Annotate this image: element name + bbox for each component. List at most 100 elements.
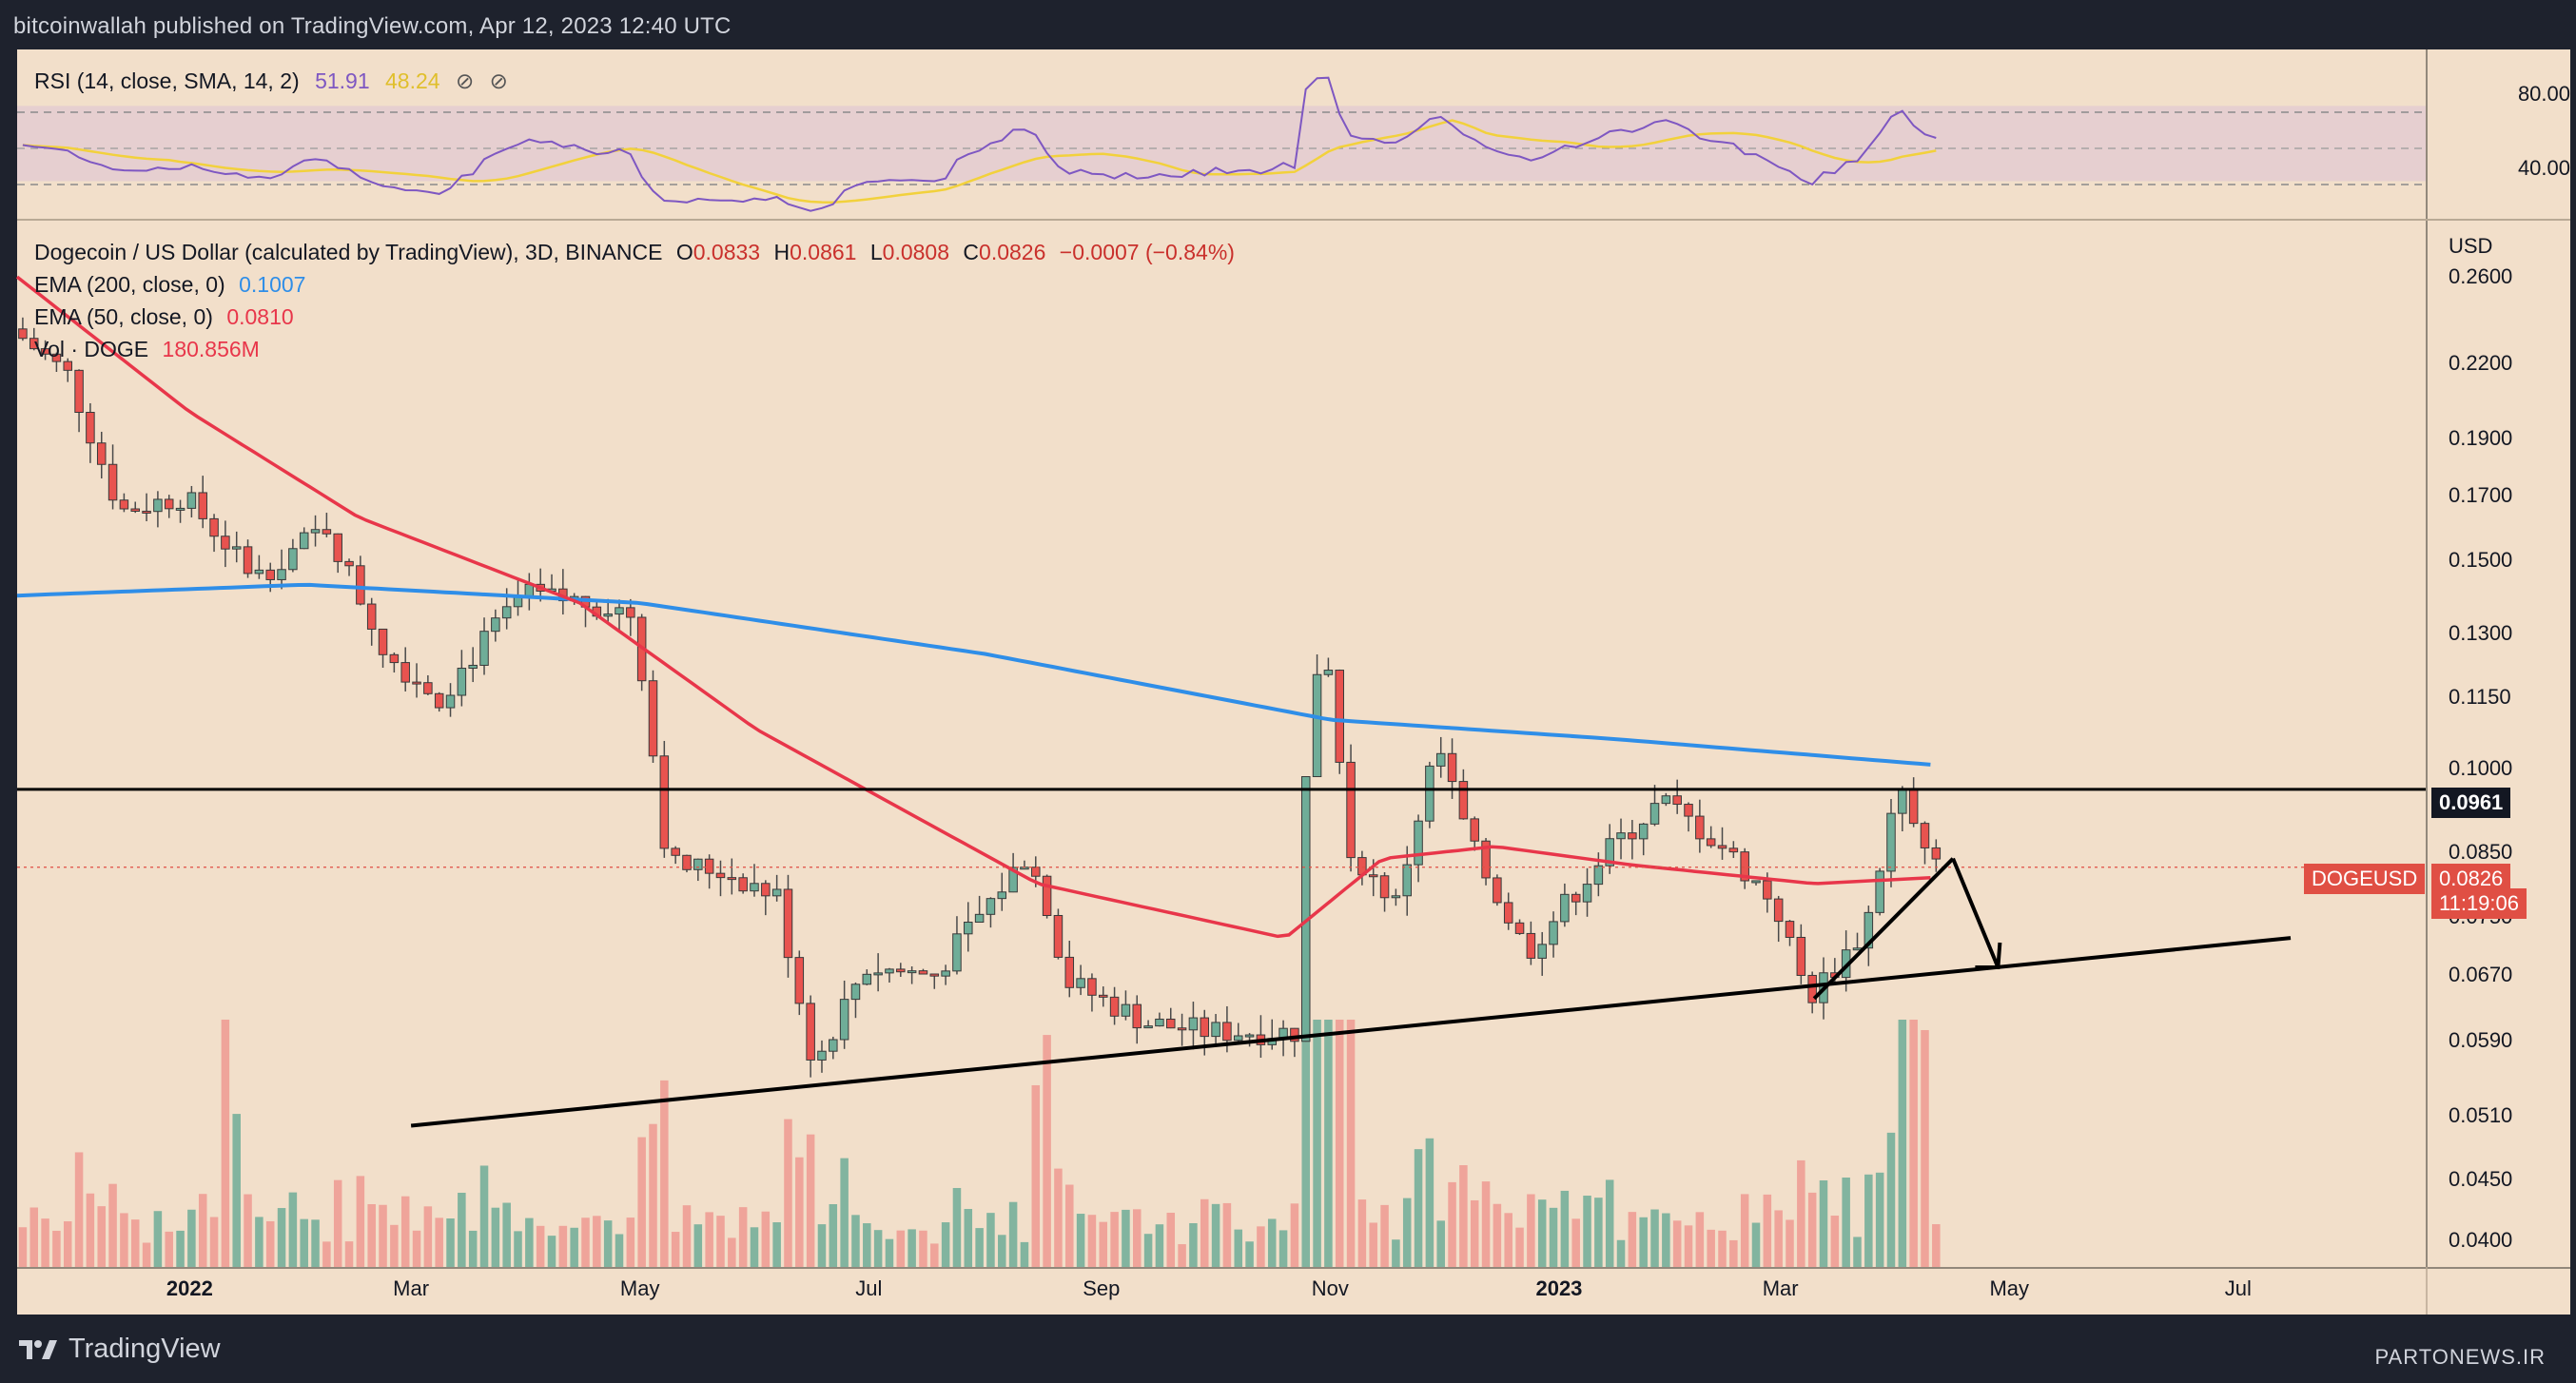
candle-body bbox=[1470, 818, 1479, 842]
volume-bar bbox=[1807, 1192, 1817, 1267]
price-axis-label: 0.1150 bbox=[2449, 684, 2511, 709]
volume-bar bbox=[1672, 1220, 1682, 1267]
candle-body bbox=[1740, 851, 1749, 882]
candle-body bbox=[1132, 1003, 1142, 1029]
volume-bar bbox=[1898, 1020, 1907, 1267]
volume-bar bbox=[502, 1202, 511, 1267]
price-axis-label: 0.1900 bbox=[2449, 425, 2513, 450]
price-axis-background bbox=[2428, 221, 2570, 1267]
candle-body bbox=[322, 529, 332, 535]
candle-body bbox=[254, 569, 264, 575]
volume-bar bbox=[975, 1228, 984, 1267]
volume-bar bbox=[1786, 1219, 1794, 1267]
candle-body bbox=[491, 617, 500, 633]
volume-bar bbox=[344, 1241, 354, 1267]
candle-body bbox=[1898, 788, 1907, 814]
volume-legend-label: Vol · DOGE bbox=[34, 337, 149, 361]
candle-body bbox=[1335, 670, 1344, 763]
volume-bar bbox=[322, 1241, 331, 1267]
candle-body bbox=[86, 412, 95, 444]
rsi-pane bbox=[17, 49, 2570, 219]
volume-bar bbox=[1842, 1178, 1850, 1267]
volume-bar bbox=[1504, 1213, 1512, 1267]
volume-bar bbox=[1166, 1212, 1176, 1267]
volume-bar bbox=[615, 1234, 624, 1267]
volume-bar bbox=[1515, 1227, 1524, 1267]
time-axis-label: 2023 bbox=[1535, 1276, 1583, 1300]
volume-bar bbox=[738, 1207, 748, 1267]
candle-body bbox=[40, 348, 50, 355]
candle-body bbox=[873, 972, 883, 976]
currency-label: USD bbox=[2449, 234, 2493, 258]
volume-bar bbox=[479, 1165, 489, 1267]
candle-body bbox=[288, 548, 298, 571]
volume-bar bbox=[1909, 1020, 1918, 1267]
candle-body bbox=[1064, 956, 1075, 988]
volume-legend: Vol · DOGE 180.856M bbox=[34, 337, 260, 362]
candle-body bbox=[817, 1050, 827, 1061]
volume-bar bbox=[1335, 1020, 1344, 1267]
volume-bar bbox=[198, 1194, 207, 1267]
volume-bar bbox=[851, 1215, 860, 1267]
volume-bar bbox=[1751, 1222, 1761, 1267]
candle-body bbox=[107, 463, 118, 501]
candle-body bbox=[862, 973, 872, 985]
candle-body bbox=[1233, 1035, 1243, 1042]
candle-body bbox=[1751, 880, 1761, 884]
volume-bar bbox=[1245, 1241, 1254, 1267]
volume-bar bbox=[142, 1242, 151, 1267]
candle-body bbox=[1379, 875, 1390, 899]
tradingview-brand[interactable]: TradingView bbox=[17, 1334, 221, 1365]
volume-bar bbox=[536, 1225, 545, 1267]
candle-body bbox=[1414, 820, 1423, 866]
time-axis-label: May bbox=[1989, 1276, 2029, 1300]
rising-trendline bbox=[1812, 857, 1955, 1001]
candle-body bbox=[119, 499, 129, 510]
eye-off-icon[interactable]: ⊘ bbox=[455, 68, 475, 93]
candle-body bbox=[1864, 911, 1874, 949]
candle-body bbox=[1886, 812, 1896, 872]
candle-body bbox=[682, 854, 692, 870]
candle-body bbox=[1638, 823, 1649, 840]
volume-bar bbox=[277, 1208, 286, 1267]
candle-body bbox=[715, 872, 726, 879]
published-header: bitcoinwallah published on TradingView.c… bbox=[13, 13, 732, 39]
volume-bar bbox=[29, 1207, 39, 1267]
rsi-band bbox=[17, 106, 2426, 182]
ema50-legend: EMA (50, close, 0) 0.0810 bbox=[34, 304, 294, 330]
eye-off-icon[interactable]: ⊘ bbox=[489, 68, 508, 93]
candle-body bbox=[1549, 921, 1558, 945]
volume-bar bbox=[1065, 1184, 1074, 1267]
candle-body bbox=[727, 877, 737, 881]
candle-body bbox=[1684, 804, 1693, 817]
volume-bar bbox=[221, 1020, 230, 1267]
candle-body bbox=[299, 532, 309, 550]
symbol-legend: Dogecoin / US Dollar (calculated by Trad… bbox=[34, 240, 1235, 265]
volume-bar bbox=[1324, 1020, 1333, 1267]
volume-bar bbox=[244, 1194, 252, 1267]
volume-bar bbox=[1459, 1165, 1468, 1267]
volume-bar bbox=[1392, 1239, 1400, 1267]
volume-bar bbox=[1211, 1203, 1220, 1267]
volume-bar bbox=[716, 1216, 725, 1267]
volume-legend-value: 180.856M bbox=[162, 337, 260, 361]
volume-bar bbox=[1616, 1239, 1626, 1267]
volume-bar bbox=[1718, 1230, 1727, 1267]
volume-bar bbox=[1313, 1020, 1321, 1267]
volume-bar bbox=[964, 1209, 973, 1267]
candle-body bbox=[96, 442, 107, 465]
candle-body bbox=[243, 546, 253, 575]
candle-body bbox=[479, 631, 489, 666]
rsi-legend-value: 51.91 bbox=[315, 68, 370, 93]
candle-body bbox=[1920, 823, 1930, 848]
volume-bar bbox=[784, 1119, 792, 1267]
candle-body bbox=[1402, 864, 1412, 897]
volume-bar bbox=[1155, 1224, 1164, 1267]
candle-body bbox=[1076, 978, 1085, 988]
volume-bar bbox=[682, 1205, 692, 1267]
candle-body bbox=[974, 913, 985, 924]
volume-bar bbox=[896, 1230, 906, 1267]
volume-bar bbox=[919, 1230, 927, 1267]
candle-body bbox=[1493, 877, 1502, 904]
volume-bar bbox=[423, 1206, 433, 1267]
